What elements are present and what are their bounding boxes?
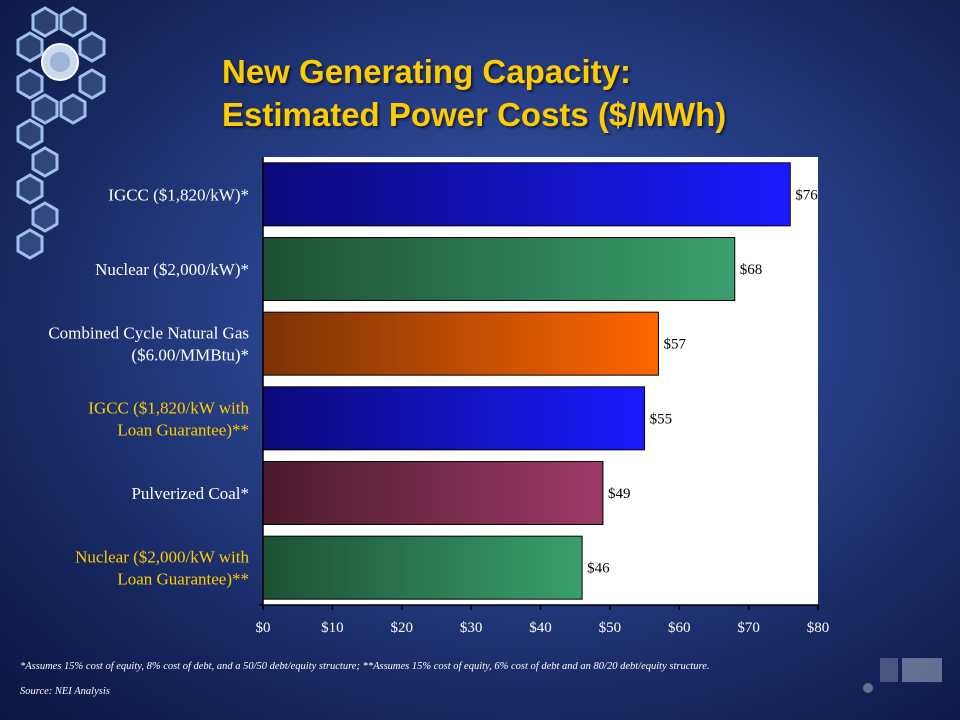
- bar: [262, 311, 659, 376]
- nei-logo-icon: [863, 658, 942, 693]
- plot-area: [263, 157, 818, 605]
- bar-value-label: $68: [740, 262, 763, 278]
- category-label: Combined Cycle Natural Gas ($6.00/MMBtu)*: [48, 324, 249, 365]
- x-tick-label: $70: [737, 620, 760, 636]
- page-title: New Generating Capacity: Estimated Power…: [222, 50, 726, 136]
- x-tick-label: $60: [668, 620, 691, 636]
- bar: [262, 535, 583, 600]
- bar-value-label: $49: [608, 486, 631, 502]
- bar-value-label: $55: [650, 411, 673, 427]
- bar-value-label: $76: [795, 187, 818, 203]
- x-tick-label: $0: [256, 620, 271, 636]
- x-tick-label: $50: [599, 620, 622, 636]
- x-tick-label: $30: [460, 620, 483, 636]
- title-line-2: Estimated Power Costs ($/MWh): [222, 96, 727, 133]
- category-label: Pulverized Coal*: [131, 484, 249, 503]
- title-line-1: New Generating Capacity:: [222, 53, 631, 90]
- category-label: IGCC ($1,820/kW with Loan Guarantee)**: [88, 398, 249, 439]
- hexagon-logo-icon: [16, 6, 106, 260]
- source-note: Source: NEI Analysis: [20, 686, 110, 697]
- bar-value-label: $46: [587, 561, 610, 577]
- x-tick-label: $80: [807, 620, 830, 636]
- x-tick-label: $20: [391, 620, 414, 636]
- x-tick-label: $40: [529, 620, 552, 636]
- bar: [262, 162, 791, 227]
- footnote: *Assumes 15% cost of equity, 8% cost of …: [20, 661, 710, 672]
- bar: [262, 386, 646, 451]
- bar: [262, 461, 604, 525]
- bar-value-label: $57: [663, 337, 686, 353]
- category-label: Nuclear ($2,000/kW)*: [95, 260, 249, 279]
- x-tick-label: $10: [321, 620, 344, 636]
- category-label: Nuclear ($2,000/kW with Loan Guarantee)**: [75, 548, 249, 589]
- category-label: IGCC ($1,820/kW)*: [108, 185, 249, 204]
- bar: [262, 237, 736, 301]
